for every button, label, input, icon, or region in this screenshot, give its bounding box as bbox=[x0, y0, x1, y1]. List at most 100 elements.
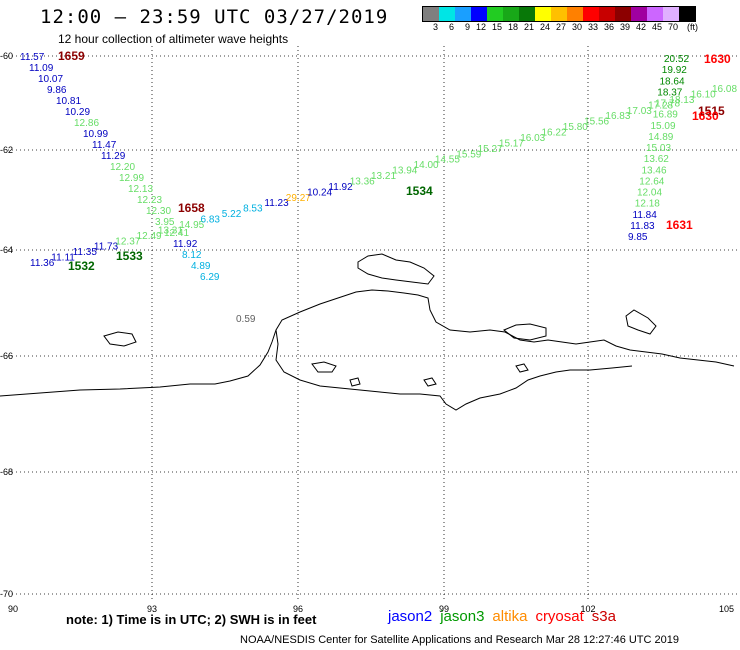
wave-height-value: 10.29 bbox=[65, 107, 90, 118]
pass-time-label: 1630 bbox=[704, 52, 731, 66]
wave-height-value: 20.52 bbox=[664, 54, 689, 65]
wave-height-value: 13.62 bbox=[644, 154, 669, 165]
satellite-name: s3a bbox=[591, 608, 616, 625]
footer-note: note: 1) Time is in UTC; 2) SWH is in fe… bbox=[66, 612, 317, 627]
longitude-label: 99 bbox=[439, 604, 449, 614]
island-east bbox=[503, 323, 547, 341]
color-scale-labels: 3 6 9 12 15 18 21 24 27 30 33 36 39 42 45 70 (ft) bbox=[422, 22, 698, 32]
wave-height-value: 14.00 bbox=[414, 160, 439, 171]
islet-4 bbox=[515, 363, 529, 373]
wave-height-value: 18.37 bbox=[657, 87, 682, 98]
legend-label: 45 bbox=[651, 22, 662, 32]
wave-height-value: 11.92 bbox=[173, 239, 198, 250]
legend-label: 39 bbox=[619, 22, 630, 32]
legend-label: 12 bbox=[475, 22, 486, 32]
island-west bbox=[103, 331, 137, 347]
legend-swatch bbox=[615, 7, 631, 21]
wave-height-value: 15.27 bbox=[478, 144, 503, 155]
wave-height-value: 16.83 bbox=[605, 111, 630, 122]
legend-swatch bbox=[647, 7, 663, 21]
wave-height-value: 13.94 bbox=[392, 166, 417, 177]
pass-time-label: 1533 bbox=[116, 249, 143, 263]
latitude-label: -68 bbox=[0, 467, 13, 477]
islet-3 bbox=[423, 377, 437, 387]
wave-height-value: 8.12 bbox=[182, 250, 202, 261]
pass-time-label: 1631 bbox=[666, 218, 693, 232]
longitude-label: 102 bbox=[580, 604, 595, 614]
wave-height-value: 14.95 bbox=[179, 220, 204, 231]
wave-height-value: 10.81 bbox=[56, 96, 81, 107]
wave-height-value: 11.47 bbox=[92, 140, 117, 151]
legend-label: 24 bbox=[539, 22, 550, 32]
wave-height-value: 15.03 bbox=[646, 143, 671, 154]
legend-label: 70 bbox=[667, 22, 678, 32]
wave-height-value: 13.46 bbox=[642, 165, 667, 176]
wave-height-value: 5.22 bbox=[222, 209, 242, 220]
wave-height-value: 6.83 bbox=[201, 215, 221, 226]
island-far-east bbox=[625, 309, 657, 335]
legend-label: 6 bbox=[448, 22, 454, 32]
legend-label: 36 bbox=[603, 22, 614, 32]
longitude-label: 93 bbox=[147, 604, 157, 614]
wave-height-value: 12.41 bbox=[164, 228, 189, 239]
wave-height-value: 18.64 bbox=[660, 76, 685, 87]
legend-swatch bbox=[503, 7, 519, 21]
coastline-lower bbox=[275, 329, 633, 411]
wave-height-value: 11.09 bbox=[29, 63, 54, 74]
wave-height-value: 15.59 bbox=[456, 149, 481, 160]
legend-label: 3 bbox=[432, 22, 438, 32]
legend-swatch bbox=[519, 7, 535, 21]
legend-label: 18 bbox=[507, 22, 518, 32]
wave-height-value: 12.64 bbox=[639, 176, 664, 187]
map-title: 12:00 — 23:59 UTC 03/27/2019 bbox=[40, 6, 389, 28]
legend-swatch bbox=[631, 7, 647, 21]
wave-height-value: 17.28 bbox=[648, 100, 673, 111]
longitude-label: 96 bbox=[293, 604, 303, 614]
wave-height-value: 4.89 bbox=[191, 261, 211, 272]
wave-height-value: 17.03 bbox=[627, 106, 652, 117]
wave-height-value: 12.20 bbox=[110, 162, 135, 173]
map-subtitle: 12 hour collection of altimeter wave hei… bbox=[58, 32, 289, 46]
color-scale-legend bbox=[422, 6, 696, 22]
wave-height-value: 12.37 bbox=[115, 236, 140, 247]
wave-height-value: 16.89 bbox=[653, 110, 678, 121]
legend-swatch bbox=[551, 7, 567, 21]
wave-height-value: 13.21 bbox=[371, 171, 396, 182]
wave-height-value: 10.99 bbox=[83, 129, 108, 140]
wave-height-value: 17.78 bbox=[655, 99, 680, 110]
legend-swatch bbox=[679, 7, 695, 21]
legend-label: 15 bbox=[491, 22, 502, 32]
wave-height-value: 15.80 bbox=[563, 122, 588, 133]
wave-height-value: 11.35 bbox=[73, 247, 98, 258]
legend-swatch bbox=[455, 7, 471, 21]
wave-height-value: 12.23 bbox=[137, 195, 162, 206]
wave-height-value: 13.36 bbox=[350, 176, 375, 187]
legend-label: 33 bbox=[587, 22, 598, 32]
wave-height-value: 16.22 bbox=[542, 128, 567, 139]
longitude-label: 90 bbox=[8, 604, 18, 614]
wave-height-value: 12.13 bbox=[128, 184, 153, 195]
lat-lon-grid: 90 93 96 99 102 105 -60 -62 -64 -66 -68 -70 bbox=[0, 46, 740, 614]
islet-2 bbox=[349, 377, 361, 387]
legend-swatch bbox=[599, 7, 615, 21]
wave-height-value: 29.27 bbox=[286, 193, 311, 204]
wave-height-value: 12.04 bbox=[637, 188, 662, 199]
wave-height-value: 16.03 bbox=[520, 133, 545, 144]
wave-height-value: 11.84 bbox=[633, 210, 658, 221]
wave-height-value: 0.59 bbox=[236, 314, 256, 325]
pass-time-label: 1515 bbox=[698, 104, 725, 118]
wave-height-value: 3.95 bbox=[155, 217, 175, 228]
wave-height-value: 10.24 bbox=[307, 187, 332, 198]
legend-label: 21 bbox=[523, 22, 534, 32]
pass-time-label: 1658 bbox=[178, 201, 205, 215]
latitude-label: -66 bbox=[0, 351, 13, 361]
legend-label: 42 bbox=[635, 22, 646, 32]
islet-1 bbox=[311, 361, 337, 373]
legend-swatch bbox=[439, 7, 455, 21]
longitude-label: 105 bbox=[719, 604, 734, 614]
legend-swatch bbox=[471, 7, 487, 21]
wave-height-value: 11.92 bbox=[328, 182, 353, 193]
wave-height-value: 11.83 bbox=[630, 221, 655, 232]
